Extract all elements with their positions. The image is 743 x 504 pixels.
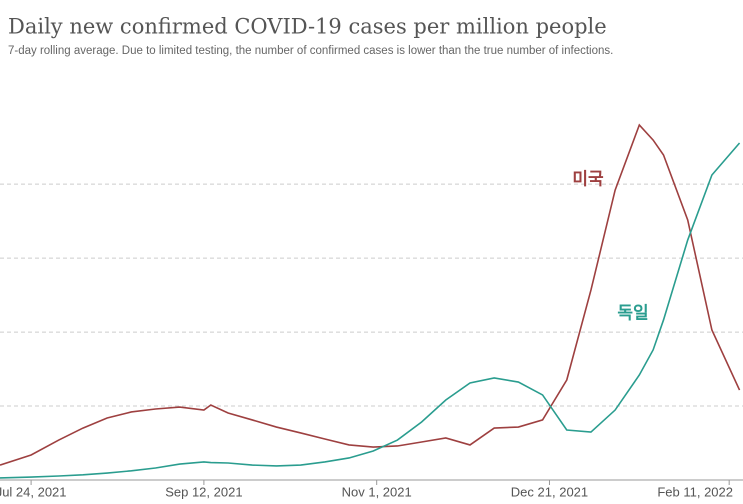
x-tick-label: Jul 24, 2021 — [0, 484, 67, 499]
series-label: 독일 — [617, 303, 648, 322]
x-tick-label: Dec 21, 2021 — [511, 484, 588, 499]
chart-title: Daily new confirmed COVID-19 cases per m… — [8, 15, 607, 39]
series-label: 미국 — [572, 169, 604, 188]
chart-subtitle: 7-day rolling average. Due to limited te… — [8, 45, 613, 57]
x-tick-label: Feb 11, 2022 — [657, 484, 733, 499]
line — [0, 123, 741, 466]
line — [0, 142, 741, 479]
x-tick-label: Sep 12, 2021 — [165, 484, 242, 499]
x-tick-label: Nov 1, 2021 — [342, 484, 412, 499]
